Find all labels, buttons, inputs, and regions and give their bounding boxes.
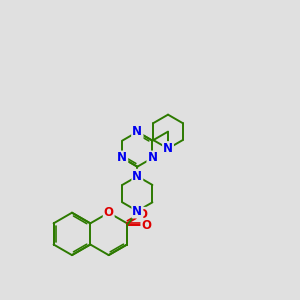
Text: N: N: [163, 142, 173, 155]
Text: O: O: [138, 208, 148, 221]
Text: N: N: [147, 152, 158, 164]
Text: O: O: [104, 206, 114, 219]
Text: N: N: [117, 152, 127, 164]
Text: N: N: [132, 125, 142, 138]
Text: N: N: [132, 170, 142, 183]
Text: O: O: [141, 219, 152, 232]
Text: N: N: [132, 205, 142, 218]
Text: N: N: [132, 125, 142, 138]
